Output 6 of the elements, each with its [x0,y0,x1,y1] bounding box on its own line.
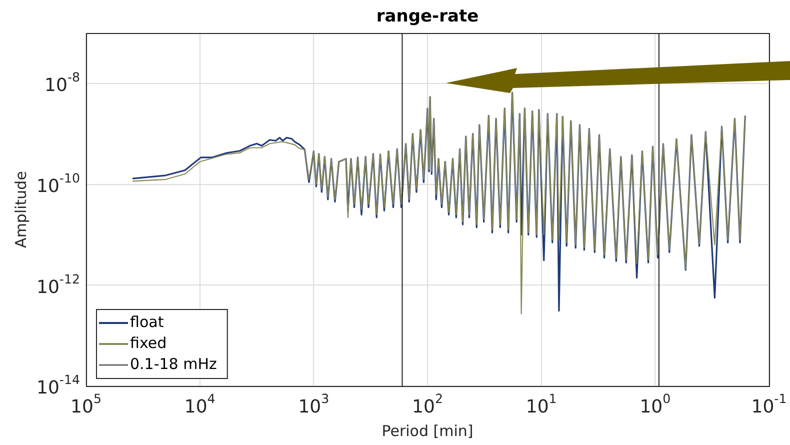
legend-label: 0.1-18 mHz [130,354,218,373]
x-axis-title: Period [min] [382,422,474,440]
legend-label: float [130,312,164,331]
chart-title: range-rate [376,6,479,26]
y-axis-title: Amplitude [12,171,30,248]
legend-label: fixed [130,334,167,352]
